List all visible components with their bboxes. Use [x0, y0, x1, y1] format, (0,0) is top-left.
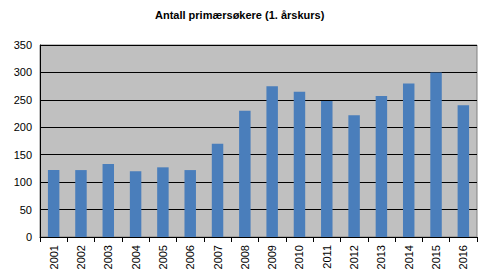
svg-text:2003: 2003 [102, 245, 114, 269]
svg-text:300: 300 [14, 66, 32, 78]
svg-text:150: 150 [14, 149, 32, 161]
svg-text:100: 100 [14, 176, 32, 188]
svg-text:Antall primærsøkere (1. årskur: Antall primærsøkere (1. årskurs) [155, 9, 325, 21]
svg-text:2004: 2004 [130, 245, 142, 269]
svg-text:2012: 2012 [348, 245, 360, 269]
svg-text:2005: 2005 [157, 245, 169, 269]
svg-text:2001: 2001 [48, 245, 60, 269]
svg-text:2007: 2007 [212, 245, 224, 269]
svg-text:2002: 2002 [75, 245, 87, 269]
svg-text:2014: 2014 [403, 245, 415, 269]
svg-text:350: 350 [14, 39, 32, 51]
svg-text:50: 50 [20, 204, 32, 216]
svg-text:2013: 2013 [375, 245, 387, 269]
svg-text:2010: 2010 [293, 245, 305, 269]
svg-text:0: 0 [26, 231, 32, 243]
svg-text:2008: 2008 [239, 245, 251, 269]
svg-text:250: 250 [14, 94, 32, 106]
svg-text:2011: 2011 [321, 245, 333, 269]
svg-text:2016: 2016 [457, 245, 469, 269]
svg-text:200: 200 [14, 121, 32, 133]
svg-text:2015: 2015 [430, 245, 442, 269]
svg-text:2006: 2006 [184, 245, 196, 269]
svg-text:2009: 2009 [266, 245, 278, 269]
